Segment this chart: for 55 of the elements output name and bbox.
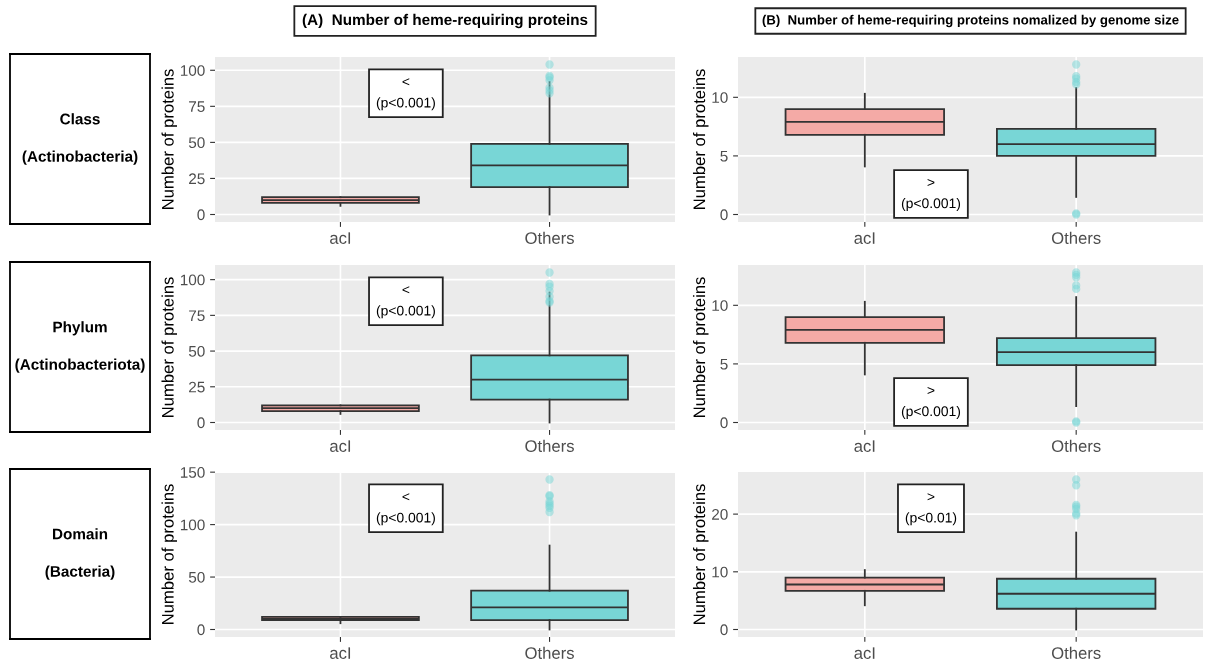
y-tick-label: 0 — [720, 624, 728, 636]
y-tick-label: 10 — [712, 92, 728, 103]
y-tick-label: 0 — [197, 417, 205, 429]
x-tick-label: Others — [1051, 439, 1101, 452]
y-tick-label: 0 — [720, 209, 728, 221]
y-axis-title: Number of proteins — [692, 69, 709, 209]
y-tick-label: 75 — [189, 101, 205, 113]
x-tick-label: Others — [1051, 231, 1101, 244]
y-tick-label: 0 — [197, 209, 205, 221]
y-tick-label: 25 — [189, 173, 205, 185]
y-tick-label: 5 — [720, 358, 728, 370]
y-tick-label: 100 — [180, 274, 205, 286]
y-axis-title: Number of proteins — [161, 69, 178, 209]
y-tick-label: 20 — [712, 508, 728, 520]
text: (Bacteria) — [45, 565, 115, 580]
annotation: > (p<0.001) — [901, 386, 961, 419]
annotation: > (p<0.01) — [905, 493, 957, 526]
y-axis-title: Number of proteins — [161, 277, 178, 417]
x-tick-label: acI — [854, 440, 875, 452]
x-tick-label: Others — [525, 231, 574, 244]
annotation: < (p<0.001) — [376, 78, 435, 111]
x-tick-label: acI — [854, 647, 875, 659]
text: Class — [60, 113, 100, 125]
y-tick-label: 10 — [712, 300, 728, 311]
chart-title: (A) Number of heme-requiring proteins — [302, 13, 588, 29]
y-tick-label: 75 — [189, 310, 205, 322]
text: (Actinobacteria) — [22, 150, 138, 165]
annotation: < (p<0.001) — [376, 286, 435, 319]
y-axis-title: Number of proteins — [692, 484, 709, 624]
y-tick-label: 0 — [720, 417, 728, 429]
y-tick-label: 25 — [189, 381, 205, 393]
y-tick-label: 5 — [720, 150, 728, 162]
text: Phylum — [53, 321, 107, 336]
chart-title: (B) Number of heme-requiring proteins nomalized by genome size — [762, 14, 1179, 28]
y-axis-title: Number of proteins — [692, 277, 709, 417]
x-tick-label: acI — [854, 232, 875, 244]
x-tick-label: acI — [330, 232, 351, 244]
y-tick-label: 150 — [180, 467, 205, 478]
y-tick-label: 100 — [180, 519, 205, 531]
y-tick-label: 100 — [180, 65, 205, 76]
y-tick-label: 50 — [188, 345, 205, 357]
y-tick-label: 0 — [197, 624, 205, 636]
x-tick-label: Others — [1051, 646, 1101, 659]
text: Domain — [53, 528, 108, 540]
y-tick-label: 50 — [188, 137, 205, 149]
y-tick-label: 50 — [188, 571, 205, 583]
x-tick-label: acI — [330, 647, 351, 659]
x-tick-label: Others — [525, 646, 574, 659]
annotation: < (p<0.001) — [376, 493, 435, 526]
text: (Actinobacteriota) — [15, 358, 145, 373]
annotation: > (p<0.001) — [901, 178, 961, 211]
y-tick-label: 10 — [712, 566, 728, 578]
x-tick-label: Others — [525, 439, 574, 452]
x-tick-label: acI — [330, 440, 351, 452]
y-axis-title: Number of proteins — [161, 484, 178, 624]
